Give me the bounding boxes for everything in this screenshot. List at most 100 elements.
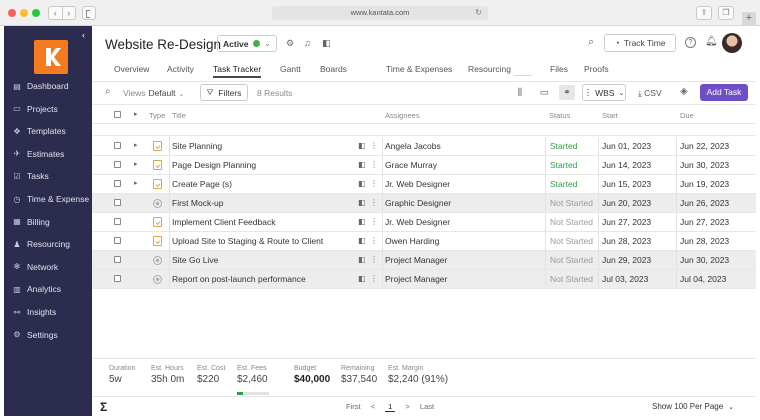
task-start-date[interactable]: Jun 01, 2023 [602, 141, 652, 151]
task-assignee[interactable]: Jr. Web Designer [385, 179, 451, 189]
table-row[interactable]: Site Go Live ◧ ⋮ Project Manager Not Starte… [92, 251, 756, 270]
row-checkbox[interactable] [114, 256, 121, 263]
task-assignee[interactable]: Project Manager [385, 274, 448, 284]
task-status[interactable]: Not Started [550, 198, 593, 208]
task-start-date[interactable]: Jun 15, 2023 [602, 179, 652, 189]
task-status[interactable]: Not Started [550, 217, 593, 227]
reload-icon[interactable]: ↻ [475, 8, 482, 17]
details-panel-icon[interactable]: ◧ [358, 160, 366, 169]
task-start-date[interactable]: Jul 03, 2023 [602, 274, 649, 284]
expand-caret-icon[interactable]: ▸ [134, 161, 138, 168]
wbs-dropdown[interactable]: ⋮ WBS ⌄ [582, 84, 626, 101]
task-assignee[interactable]: Owen Harding [385, 236, 440, 246]
settings-gear-icon[interactable]: ⚙ [286, 38, 295, 48]
table-row[interactable]: First Mock-up ◧ ⋮ Graphic Designer Not Star… [92, 194, 756, 213]
tab-activity[interactable]: Activity [167, 64, 194, 74]
column-header-start[interactable]: Start [602, 111, 618, 120]
tab-task-tracker[interactable]: Task Tracker [213, 64, 262, 78]
task-status[interactable]: Not Started [550, 255, 593, 265]
sigma-summary-icon[interactable]: Σ [100, 400, 108, 414]
task-title[interactable]: Report on post-launch performance [172, 274, 306, 284]
task-due-date[interactable]: Jul 04, 2023 [680, 274, 727, 284]
sidebar-item-network[interactable]: ✻ Network [4, 258, 92, 276]
more-options-icon[interactable]: ⋮ [370, 236, 379, 245]
kantata-logo[interactable] [34, 40, 68, 74]
task-start-date[interactable]: Jun 29, 2023 [602, 255, 652, 265]
task-start-date[interactable]: Jun 27, 2023 [602, 217, 652, 227]
more-options-icon[interactable]: ⋮ [370, 141, 379, 150]
user-avatar[interactable] [722, 33, 742, 53]
table-row[interactable]: ▸ Site Planning ◧ ⋮ Angela Jacobs Started Jun… [92, 137, 756, 156]
more-options-icon[interactable]: ⋮ [370, 179, 379, 188]
sidebar-item-billing[interactable]: ▦ Billing [4, 213, 92, 231]
task-start-date[interactable]: Jun 20, 2023 [602, 198, 652, 208]
task-title[interactable]: Page Design Planning [172, 160, 257, 170]
sidebar-item-dashboard[interactable]: ▤ Dashboard [4, 77, 92, 95]
column-header-type[interactable]: Type [149, 111, 166, 120]
task-due-date[interactable]: Jun 28, 2023 [680, 236, 730, 246]
column-header-title[interactable]: Title [172, 111, 186, 120]
sidebar-item-settings[interactable]: ⚙ Settings [4, 326, 92, 344]
task-status[interactable]: Started [550, 141, 578, 151]
new-tab-icon[interactable]: + [742, 12, 756, 26]
table-row[interactable]: Upload Site to Staging & Route to Client… [92, 232, 756, 251]
task-title[interactable]: Site Go Live [172, 255, 219, 265]
row-checkbox[interactable] [114, 161, 121, 168]
table-row[interactable]: Report on post-launch performance ◧ ⋮ Proj… [92, 270, 756, 289]
table-row[interactable]: Implement Client Feedback ◧ ⋮ Jr. Web Desi… [92, 213, 756, 232]
collapse-sidebar-icon[interactable]: ‹ [82, 30, 85, 40]
add-task-button[interactable]: Add Task [700, 84, 748, 101]
more-options-icon[interactable]: ⋮ [370, 255, 379, 264]
task-due-date[interactable]: Jun 30, 2023 [680, 255, 730, 265]
row-checkbox[interactable] [114, 180, 121, 187]
column-header-status[interactable]: Status [549, 111, 571, 120]
tab-resourcing[interactable]: Resourcing [468, 64, 511, 74]
row-checkbox[interactable] [114, 142, 121, 149]
row-checkbox[interactable] [114, 237, 121, 244]
sidebar-item-time-expense[interactable]: ◷ Time & Expense [4, 190, 92, 208]
task-due-date[interactable]: Jun 30, 2023 [680, 160, 730, 170]
more-options-icon[interactable]: ⋮ [370, 217, 379, 226]
filters-button[interactable]: ⛛ Filters [200, 84, 248, 101]
details-panel-icon[interactable]: ◧ [358, 198, 366, 207]
tab-time-expenses[interactable]: Time & Expenses [386, 64, 453, 74]
maximize-window-button[interactable] [32, 9, 40, 17]
tab-gantt[interactable]: Gantt [280, 64, 301, 74]
expand-all-caret-icon[interactable]: ▸ [134, 111, 138, 118]
current-page[interactable]: 1 [385, 402, 396, 412]
tab-boards[interactable]: Boards [320, 64, 347, 74]
csv-export-button[interactable]: ⤓ CSV [638, 88, 662, 99]
sidebar-item-analytics[interactable]: ▥ Analytics [4, 280, 92, 298]
sidebar-item-resourcing[interactable]: ♟ Resourcing [4, 235, 92, 253]
task-due-date[interactable]: Jun 26, 2023 [680, 198, 730, 208]
notification-bell-icon[interactable]: ♫ [304, 38, 311, 48]
task-status[interactable]: Started [550, 179, 578, 189]
column-layout-icon[interactable]: ⫼ [517, 87, 523, 97]
more-options-icon[interactable]: ⋮ [370, 160, 379, 169]
task-search-icon[interactable]: ⌕ [105, 86, 111, 97]
browser-sidebar-icon[interactable] [82, 6, 96, 20]
project-status-dropdown[interactable]: Active ⌄ [217, 35, 277, 52]
task-due-date[interactable]: Jun 19, 2023 [680, 179, 730, 189]
more-options-icon[interactable]: ⋮ [370, 274, 379, 283]
task-title[interactable]: First Mock-up [172, 198, 224, 208]
task-title[interactable]: Create Page (s) [172, 179, 232, 189]
task-assignee[interactable]: Project Manager [385, 255, 448, 265]
sidebar-item-projects[interactable]: ▭ Projects [4, 100, 92, 118]
task-start-date[interactable]: Jun 28, 2023 [602, 236, 652, 246]
help-icon[interactable]: ? [685, 37, 696, 48]
bell-icon[interactable]: 🔔︎ [705, 36, 718, 47]
details-panel-icon[interactable]: ◧ [358, 274, 366, 283]
share-icon[interactable]: ⇪ [696, 6, 712, 20]
last-page-link[interactable]: Last [419, 402, 435, 411]
task-start-date[interactable]: Jun 14, 2023 [602, 160, 652, 170]
task-status[interactable]: Not Started [550, 236, 593, 246]
column-header-due[interactable]: Due [680, 111, 694, 120]
task-assignee[interactable]: Jr. Web Designer [385, 217, 451, 227]
task-assignee[interactable]: Graphic Designer [385, 198, 452, 208]
sidebar-item-estimates[interactable]: ✈ Estimates [4, 145, 92, 163]
layers-icon[interactable]: ◈ [680, 86, 688, 97]
details-panel-icon[interactable]: ◧ [358, 179, 366, 188]
more-options-icon[interactable]: ⋮ [370, 198, 379, 207]
global-search-icon[interactable]: ⌕ [588, 36, 595, 48]
